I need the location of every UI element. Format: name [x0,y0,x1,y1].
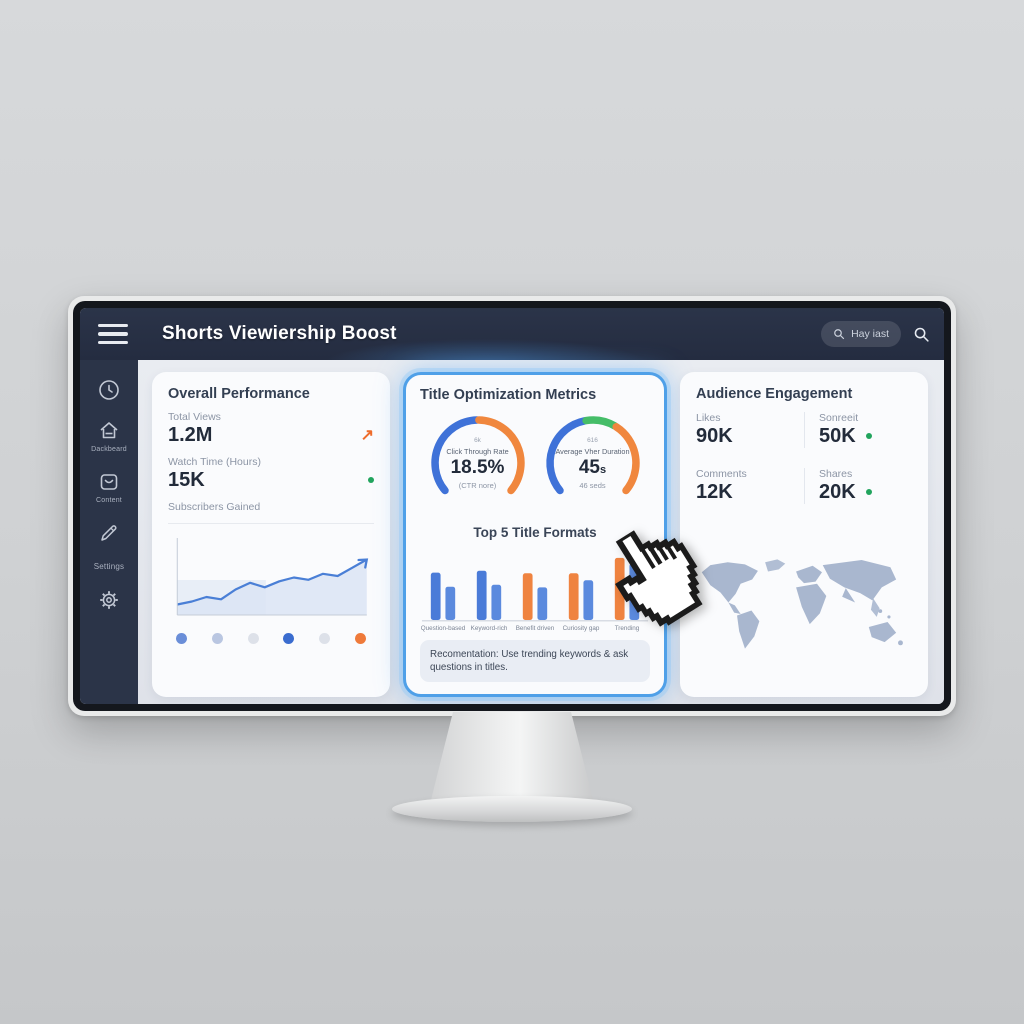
carousel-dot[interactable] [283,633,295,644]
sidebar-item-history[interactable] [97,378,121,402]
sidebar: Dackbeard Content [80,360,138,704]
trend-up-icon: ↗ [360,427,374,444]
content-icon [100,474,118,490]
gear-icon [100,591,118,609]
overall-performance-card: Overall Performance Total Views 1.2M ↗ W… [152,372,390,698]
sidebar-item-label: Dackbeard [91,446,127,453]
metric-total-views: Total Views 1.2M ↗ [168,411,374,446]
search-input[interactable]: Hay iast [821,321,901,347]
world-map [701,559,903,650]
recommendation-note: Recomentation: Use trending keywords & a… [420,640,650,683]
sidebar-item-dashboard[interactable]: Dackbeard [91,419,127,453]
metric-watch-time: Watch Time (Hours) 15K [168,456,374,492]
monitor: Shorts Viewiership Boost Hay iast [68,296,956,716]
card-title: Overall Performance [168,386,310,402]
carousel-dot[interactable] [247,633,259,644]
search-icon [834,329,845,340]
home-icon [100,422,118,439]
metric-subscribers: Subscribers Gained [168,501,261,513]
sidebar-item-content[interactable]: Content [96,470,122,504]
monitor-stand [430,712,594,804]
cursor-hand-icon [614,527,703,627]
positive-dot-icon [865,489,872,495]
menu-icon[interactable] [98,324,128,344]
positive-dot-icon [865,433,872,439]
positive-dot-icon [368,477,374,483]
stat-sonreeit: Sonreeit 50K [804,412,912,448]
carousel-dot[interactable] [319,633,331,644]
card-title: Title Optimization Metrics [420,387,597,403]
page-title: Shorts Viewiership Boost [162,323,397,344]
sidebar-item-editor[interactable] [97,521,121,545]
card-title: Audience Engagement [696,386,853,402]
stat-comments: Comments 12K [696,468,747,503]
bar-chart-labels: Question-based Keyword-rich Benefit driv… [420,625,640,632]
search-text: Hay iast [851,328,889,340]
subscribers-trend-chart [176,538,369,616]
pencil-icon [101,525,117,541]
gauge-arc [545,416,640,495]
search-icon [914,327,929,342]
ctr-gauge: 6k Click Through Rate 18.5% (CTR nore) [422,407,534,519]
sidebar-item-label: Content [96,497,122,504]
stat-shares: Shares 20K [804,468,912,504]
dashboard-main: Overall Performance Total Views 1.2M ↗ W… [138,360,944,704]
carousel-dot[interactable] [176,633,187,644]
duration-gauge: 616 Average Vher Duration 45s 46 seds [537,407,649,519]
title-optimization-card[interactable]: Title Optimization Metrics 6k Click Thro… [403,372,667,698]
monitor-bezel: Shorts Viewiership Boost Hay iast [73,301,951,711]
carousel-dots [168,633,374,644]
sidebar-item-settings[interactable]: Settings [94,562,125,571]
stat-likes: Likes 90K [696,412,733,447]
monitor-stand-base [392,796,632,822]
carousel-dot[interactable] [211,633,223,644]
sidebar-item-preferences[interactable] [97,588,121,612]
carousel-dot[interactable] [354,633,366,644]
dashboard-app: Shorts Viewiership Boost Hay iast [80,308,944,704]
search-button[interactable] [913,326,930,343]
clock-icon [99,380,119,400]
audience-engagement-card: Audience Engagement Likes 90K [680,372,928,698]
divider [168,523,374,524]
sidebar-item-label: Settings [93,562,125,571]
gauge-arc [430,416,525,495]
bar-chart-title: Top 5 Title Formats [473,525,597,540]
app-header: Shorts Viewiership Boost Hay iast [80,308,944,360]
